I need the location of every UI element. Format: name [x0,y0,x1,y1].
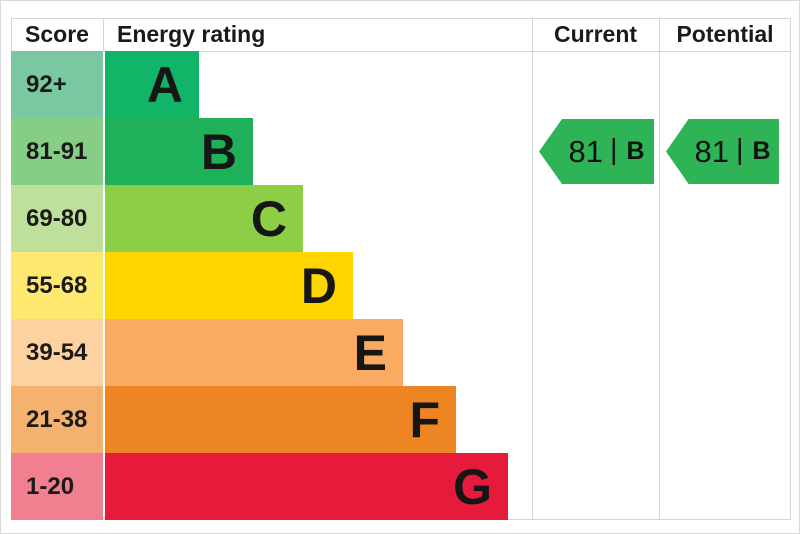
header-left-border [11,18,12,51]
column-header-energy-rating: Energy rating [117,21,266,47]
band-row-c: 69-80 C [11,185,791,252]
band-bar-c: C [105,185,303,252]
score-column-divider [103,18,104,51]
header-bottom-border [11,51,791,52]
current-rating-band: B [626,137,645,165]
band-bar-g: G [105,453,508,520]
column-header-potential: Potential [676,21,774,47]
score-range-b: 81-91 [11,118,103,185]
score-range-a: 92+ [11,51,103,118]
band-bar-a: A [105,51,199,118]
band-letter-b: B [200,123,237,180]
band-letter-e: E [353,324,387,381]
score-range-g: 1-20 [11,453,103,520]
band-bar-d: D [105,252,353,319]
current-column-divider [532,18,533,520]
band-row-a: 92+ A [11,51,791,118]
band-letter-a: A [146,56,183,113]
potential-rating-separator: | [735,134,744,166]
band-row-b: 81-91 B [11,118,791,185]
band-letter-c: C [250,190,287,247]
score-range-c: 69-80 [11,185,103,252]
band-bar-e: E [105,319,403,386]
band-letter-g: G [453,458,492,515]
score-range-d: 55-68 [11,252,103,319]
column-header-score: Score [25,21,89,47]
column-header-current: Current [553,21,638,47]
band-row-d: 55-68 D [11,252,791,319]
band-row-f: 21-38 F [11,386,791,453]
current-rating-value: 81 [568,133,603,169]
score-range-e: 39-54 [11,319,103,386]
band-row-g: 1-20 G [11,453,791,520]
current-rating-separator: | [609,134,618,166]
table-top-border [11,18,791,19]
potential-column-divider [659,18,660,520]
table-right-border [790,18,791,520]
potential-rating-band: B [752,137,771,165]
band-bar-f: F [105,386,456,453]
current-rating-arrow: 81 | B [539,119,654,184]
epc-table: Score Energy rating Current Potential 92… [11,18,791,520]
potential-rating-arrow: 81 | B [666,119,779,184]
potential-rating-value: 81 [694,133,729,169]
band-letter-d: D [300,257,337,314]
band-letter-f: F [409,391,440,448]
band-row-e: 39-54 E [11,319,791,386]
band-bar-b: B [105,118,253,185]
score-range-f: 21-38 [11,386,103,453]
